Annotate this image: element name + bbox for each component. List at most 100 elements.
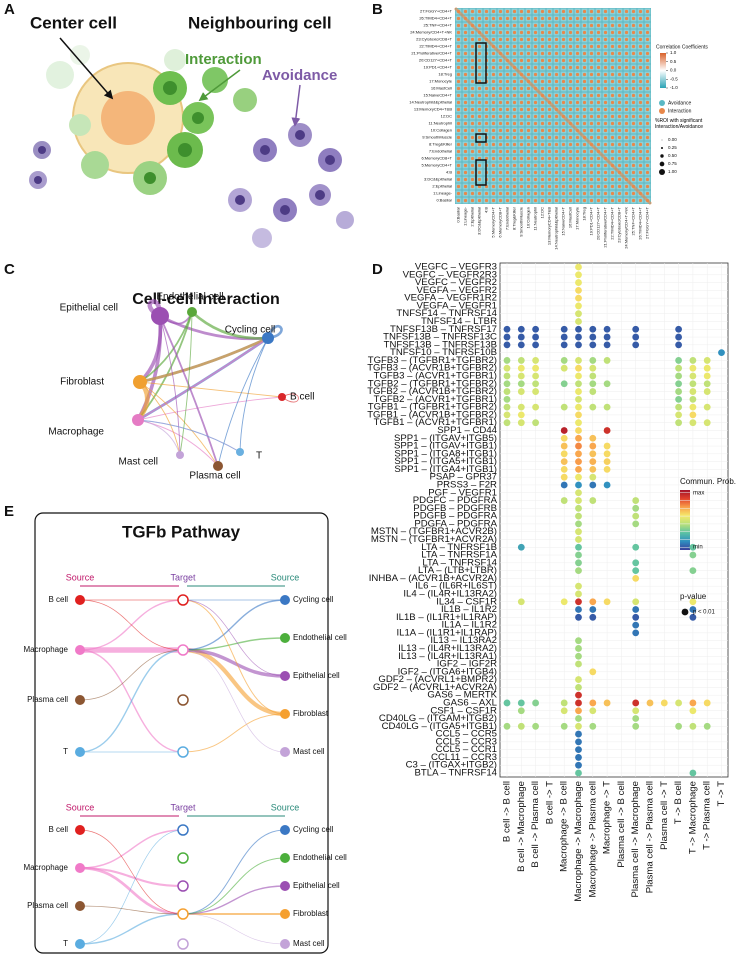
row-label: IL1B – (IL1R1+IL1RAP)	[396, 612, 497, 623]
dot	[675, 419, 682, 427]
row-label: CCL5 – CCR3	[436, 736, 497, 747]
dot	[589, 325, 597, 333]
edge	[79, 649, 184, 753]
row-label: LTA – TNFRSF14	[422, 557, 497, 568]
panel-label: E	[4, 503, 14, 520]
node	[133, 375, 147, 389]
dot	[532, 364, 539, 372]
dot	[632, 504, 640, 512]
row-label: IL1A – (IL1R1+IL1RAP)	[396, 627, 497, 638]
dot	[689, 769, 697, 777]
row-label: SPP1 – (ITGA5+ITGB1)	[394, 456, 497, 467]
source-node	[75, 747, 85, 757]
dot	[675, 722, 682, 730]
row-label: 24:Memory/CD4+T+NK	[410, 30, 452, 35]
row-label: TNFSF13B – TNFRSF17	[390, 324, 497, 335]
dot	[560, 434, 568, 442]
col-label: 8:Treg&Killer	[512, 206, 517, 230]
dot	[689, 419, 697, 427]
dot	[689, 613, 697, 621]
dot	[575, 357, 582, 364]
legend-swatch	[659, 100, 665, 106]
legend-label: Interaction	[668, 108, 692, 114]
row-label: TNFSF13B – TNFRSF13B	[384, 339, 497, 350]
col-label: 11:Neutrophil	[533, 207, 538, 231]
dot	[532, 372, 539, 380]
tick-label: 0.50	[668, 153, 677, 158]
dot	[603, 427, 611, 434]
size-key	[660, 154, 664, 158]
col-label: B cell -> Macrophage	[516, 781, 527, 872]
dot	[632, 325, 640, 333]
row-label: 6:MemoryCD8+T	[421, 156, 452, 161]
row-label: 15:NaiveCD4+T	[423, 93, 452, 98]
dot	[503, 411, 511, 419]
dot	[575, 761, 582, 769]
col-label: Macrophage -> B cell	[559, 781, 570, 872]
col-label: B cell -> B cell	[502, 781, 513, 842]
size-title-text: %ROI with significant Interaction/Avoida…	[655, 118, 703, 130]
dot	[575, 512, 582, 520]
col-label: 5:MemoryCD4+T	[491, 206, 496, 237]
col-label: Plasma cell -> Macrophage	[630, 781, 641, 898]
dot	[532, 388, 539, 395]
dot	[503, 380, 511, 388]
row-label: IL4 – (IL4R+IL13RA2)	[403, 588, 497, 599]
row-label: 2:Epithelial	[432, 184, 452, 189]
dot	[517, 411, 525, 419]
col-label: 9:SmoothMuscle	[519, 206, 524, 237]
dot	[703, 357, 711, 364]
col-label: 4:B	[484, 207, 489, 213]
dot	[575, 683, 582, 691]
row-label: 25:TNF+CD4+T	[424, 23, 453, 28]
dot	[575, 364, 582, 372]
source-node	[280, 939, 290, 949]
dot	[560, 341, 568, 349]
node-label: B cell	[290, 392, 314, 403]
tick-label: -1.0	[670, 85, 678, 90]
dot	[675, 699, 682, 707]
row-label: TGFB2 – (TGFBR1+TGFBR2)	[368, 378, 497, 389]
row-label: 11:Neutrophil	[429, 121, 453, 126]
node	[151, 307, 169, 325]
target-node	[177, 746, 189, 758]
dot	[603, 341, 611, 349]
col-label: 12:DC	[540, 207, 545, 218]
dot	[689, 551, 697, 559]
dot	[589, 598, 597, 606]
node-label: Endothelial cell	[293, 633, 347, 642]
dot	[575, 489, 582, 497]
node-label: B cell	[48, 825, 68, 834]
dot	[589, 341, 597, 349]
dot	[575, 380, 582, 388]
col-label: 3:DC&Epithelial	[477, 207, 482, 235]
row-label: TGFB2 – (ACVR1B+TGFBR2)	[367, 386, 497, 397]
node	[132, 414, 144, 426]
dot	[575, 481, 582, 489]
dot	[675, 411, 682, 419]
edge	[79, 599, 184, 651]
dot	[632, 621, 640, 629]
dot	[560, 598, 568, 606]
col-label: T -> B cell	[673, 781, 684, 824]
target-node	[177, 824, 189, 836]
dot	[703, 364, 711, 372]
dot	[532, 341, 539, 349]
col-label: Plasma cell -> Plasma cell	[645, 781, 656, 893]
dot	[646, 699, 654, 707]
edge	[182, 648, 286, 678]
dot	[575, 388, 582, 395]
dot	[517, 403, 525, 411]
row-label: CD40LG – (ITGAM+ITGB2)	[379, 713, 497, 724]
row-label: C3 – (ITGAX+ITGB2)	[406, 760, 497, 771]
legend-title: p-value	[680, 592, 707, 601]
row-label: CCL11 – CCR3	[431, 752, 497, 763]
source-node	[75, 695, 85, 705]
dot	[689, 567, 697, 574]
dot	[589, 606, 597, 613]
node-label: B cell	[48, 595, 68, 604]
row-label: IL6 – (IL6R+IL6ST)	[415, 581, 497, 592]
dot	[632, 707, 640, 715]
col-label: Plasma cell -> B cell	[616, 781, 627, 868]
dot	[575, 302, 582, 310]
